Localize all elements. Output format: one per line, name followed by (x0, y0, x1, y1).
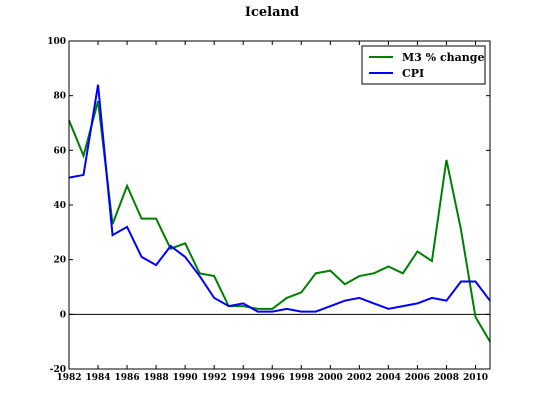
x-tick-label: 2010 (463, 373, 488, 383)
y-tick-label: 40 (53, 201, 66, 211)
y-tick-label: 100 (47, 37, 66, 47)
series-line-m3 (68, 100, 491, 343)
x-tick-label: 2006 (405, 373, 430, 383)
series-line-cpi (68, 84, 491, 313)
x-tick-label: 1996 (260, 373, 285, 383)
x-tick-label: 1998 (289, 373, 314, 383)
legend-box (361, 45, 486, 85)
chart-legend: M3 % change CPI (361, 45, 486, 85)
x-tick-label: 1988 (144, 373, 169, 383)
plot-frame (68, 40, 491, 370)
y-tick-label: 80 (53, 92, 66, 102)
x-tick-label: 1982 (56, 373, 81, 383)
legend-label: CPI (402, 67, 424, 80)
x-tick-label: 2002 (347, 373, 372, 383)
y-tick-label: 60 (53, 146, 66, 156)
y-tick-label: 0 (60, 310, 66, 320)
chart-title: Iceland (245, 5, 299, 20)
x-tick-label: 1992 (202, 373, 227, 383)
x-tick-label: 2000 (318, 373, 343, 383)
x-tick-label: 1994 (231, 373, 256, 383)
y-tick-label: -20 (50, 365, 66, 375)
x-tick-label: 2004 (376, 373, 401, 383)
x-tick-label: 1986 (115, 373, 140, 383)
x-tick-label: 1990 (173, 373, 198, 383)
legend-label: M3 % change (402, 51, 484, 64)
y-tick-label: 20 (53, 256, 66, 266)
x-tick-label: 1984 (86, 373, 111, 383)
x-tick-label: 2008 (434, 373, 459, 383)
